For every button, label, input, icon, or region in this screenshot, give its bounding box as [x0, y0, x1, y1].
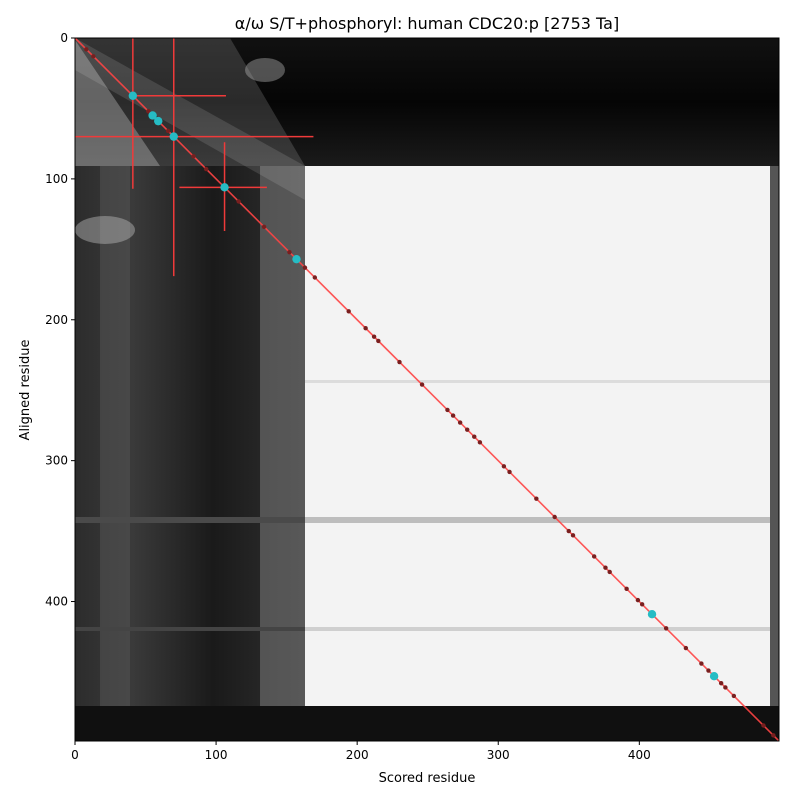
- minor-point: [419, 382, 425, 387]
- minor-point: [236, 199, 241, 204]
- minor-point: [683, 645, 689, 651]
- highlighted-point: [709, 671, 719, 681]
- minor-point: [261, 224, 267, 229]
- minor-point: [346, 309, 351, 314]
- minor-point: [84, 47, 89, 52]
- y-tick-label: 200: [45, 313, 68, 327]
- highlighted-point: [220, 183, 229, 192]
- minor-point: [639, 602, 645, 607]
- x-tick-label: 200: [346, 748, 369, 762]
- minor-point: [457, 420, 463, 425]
- minor-point: [507, 469, 512, 475]
- y-tick-label: 100: [45, 172, 68, 186]
- highlighted-point: [148, 111, 157, 120]
- heatmap-image: [75, 38, 779, 741]
- highlighted-point: [169, 132, 178, 141]
- minor-point: [302, 265, 308, 270]
- minor-point: [607, 569, 612, 575]
- minor-point: [552, 514, 557, 520]
- x-axis-label: Scored residue: [379, 771, 476, 786]
- minor-point: [287, 249, 292, 255]
- minor-point: [371, 334, 377, 339]
- minor-point: [363, 326, 368, 331]
- x-tick-label: 400: [628, 748, 651, 762]
- minor-point: [718, 681, 724, 686]
- minor-point: [465, 427, 470, 432]
- minor-point: [534, 496, 539, 501]
- minor-point: [663, 626, 669, 631]
- minor-point: [591, 554, 597, 559]
- y-tick-label: 300: [45, 454, 68, 468]
- x-tick-label: 100: [205, 748, 228, 762]
- minor-point: [450, 413, 456, 418]
- y-axis-label: Aligned residue: [18, 340, 33, 441]
- highlighted-point: [647, 610, 657, 619]
- minor-point: [566, 528, 571, 534]
- minor-point: [771, 733, 776, 738]
- plot-frame: [74, 37, 780, 742]
- minor-point: [312, 275, 318, 280]
- x-tick-label: 300: [487, 748, 510, 762]
- highlighted-point: [154, 116, 163, 126]
- minor-point: [146, 109, 151, 114]
- minor-point: [397, 359, 402, 365]
- y-tick-label: 400: [45, 595, 68, 609]
- minor-point: [191, 154, 196, 159]
- minor-point: [501, 464, 507, 469]
- y-tick-label: 0: [60, 31, 68, 45]
- minor-point: [731, 693, 737, 699]
- chart-title: α/ω S/T+phosphoryl: human CDC20:p [2753 …: [235, 14, 619, 33]
- x-axis-ticks: 0 100 200 300 400: [71, 741, 651, 762]
- minor-point: [445, 407, 450, 413]
- highlighted-point: [292, 254, 301, 264]
- minor-point: [624, 586, 629, 592]
- highlighted-point: [128, 91, 138, 100]
- y-axis-ticks: 0 100 200 300 400: [45, 31, 75, 609]
- minor-point: [699, 661, 704, 666]
- minor-point: [706, 668, 711, 673]
- minor-point: [635, 597, 641, 603]
- minor-point: [376, 338, 381, 344]
- minor-point: [204, 166, 209, 172]
- minor-point: [570, 533, 576, 538]
- minor-point: [165, 128, 171, 134]
- minor-point: [477, 440, 483, 445]
- x-tick-label: 0: [71, 748, 79, 762]
- minor-point: [723, 685, 728, 690]
- minor-point: [761, 723, 766, 728]
- minor-point: [91, 54, 96, 59]
- minor-point: [603, 565, 608, 570]
- minor-point: [472, 434, 477, 439]
